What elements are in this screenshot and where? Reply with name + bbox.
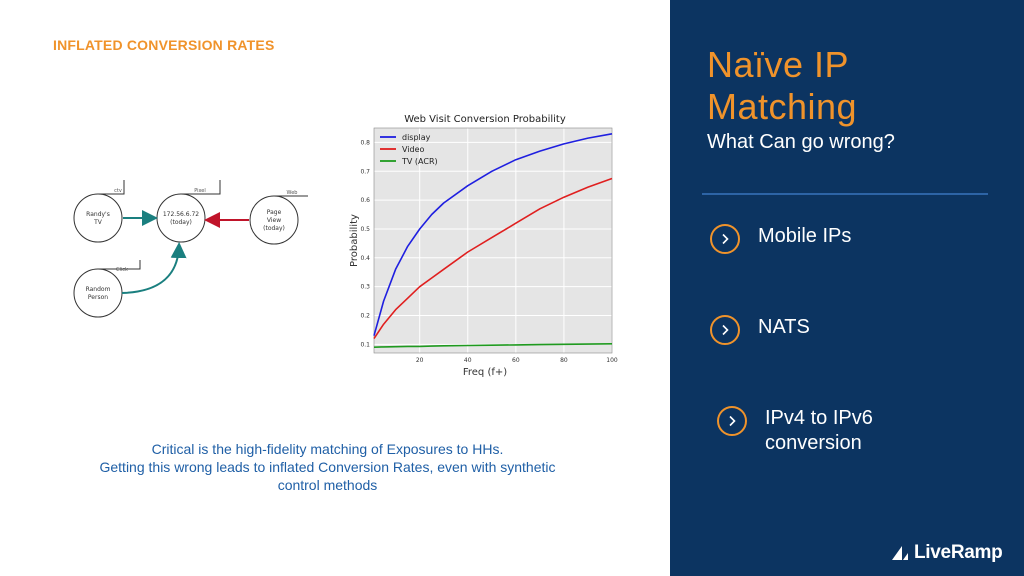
x-tick-label: 40: [464, 357, 472, 364]
node-label-line: TV: [93, 219, 103, 226]
y-axis-label: Probability: [349, 214, 360, 267]
panel-title-line: Matching: [707, 86, 858, 127]
diagram-svg: ctv Randy's TV Pixel 172.56.6.72 (today)…: [73, 180, 308, 318]
legend-label: display: [402, 133, 431, 142]
arrow-person-to-ip: [121, 242, 187, 294]
node-tag: Web: [287, 190, 298, 196]
node-label-line: Randy's: [86, 211, 110, 218]
content-area: INFLATED CONVERSION RATES ctv Randy's TV: [40, 37, 622, 494]
node-tag: Click: [116, 267, 128, 273]
node-label-line: (today): [170, 219, 192, 226]
panel-divider: [702, 193, 988, 195]
x-tick-label: 100: [606, 357, 618, 364]
x-axis-label: Freq (f+): [463, 367, 507, 378]
node-label-line: View: [267, 217, 281, 224]
series-line-display: [373, 133, 613, 336]
y-tick-label: 0.6: [360, 197, 370, 204]
sidebar-panel: Naïve IP Matching What Can go wrong? Mob…: [670, 0, 1024, 576]
series-line-tv-acr: [373, 343, 613, 348]
list-item-label-line: NATS: [758, 316, 810, 338]
node-label-line: (today): [263, 225, 285, 232]
list-item-label-line: IPv4 to IPv6: [765, 407, 873, 429]
y-tick-label: 0.8: [360, 139, 370, 146]
series-line-video: [373, 177, 613, 340]
ip-matching-diagram: ctv Randy's TV Pixel 172.56.6.72 (today)…: [60, 180, 330, 330]
x-tick-label: 60: [512, 357, 520, 364]
y-tick-label: 0.1: [360, 341, 370, 348]
node-label-line: Person: [88, 294, 108, 301]
y-tick-label: 0.3: [360, 284, 370, 291]
list-item-label-line: conversion: [765, 432, 862, 454]
x-tick-label: 80: [560, 357, 568, 364]
liveramp-logo: LiveRamp: [890, 542, 1003, 564]
node-tag: ctv: [114, 188, 122, 194]
y-tick-label: 0.2: [360, 313, 370, 320]
plot-frame: [373, 127, 613, 354]
y-tick-label: 0.5: [360, 226, 370, 233]
node-randys-tv: ctv Randy's TV: [73, 180, 125, 243]
conversion-probability-chart: 20 40 60 80 100 0.1 0.2 0.3 0.4 0.5 0.6 0.7 0.8 Web V…: [342, 110, 622, 382]
caption: Critical is the high-fidelity matching o…: [40, 440, 615, 494]
logo-text: LiveRamp: [914, 542, 1003, 563]
list-item-nats: NATS: [710, 315, 810, 345]
node-ip-address: Pixel 172.56.6.72 (today): [156, 180, 221, 243]
list-item-ipv4-ipv6: IPv4 to IPv6 conversion: [717, 406, 873, 456]
node-tag: Pixel: [194, 188, 206, 194]
node-label-line: 172.56.6.72: [163, 211, 199, 218]
list-item-mobile-ips: Mobile IPs: [710, 224, 851, 254]
chevron-right-icon: [710, 315, 740, 345]
legend-label: Video: [402, 145, 425, 154]
x-tick-label: 20: [416, 357, 424, 364]
list-item-label: NATS: [758, 315, 810, 340]
y-tick-label: 0.4: [360, 255, 370, 262]
caption-line: Critical is the high-fidelity matching o…: [151, 441, 504, 457]
chart-svg: 20 40 60 80 100 0.1 0.2 0.3 0.4 0.5 0.6 0.7 0.8 Web V…: [349, 114, 618, 378]
caption-line: control methods: [277, 477, 378, 493]
chart-title: Web Visit Conversion Probability: [404, 114, 566, 125]
liveramp-mark-icon: [892, 546, 908, 560]
list-item-label-line: Mobile IPs: [758, 225, 852, 247]
y-tick-label: 0.7: [360, 168, 370, 175]
node-random-person: Click Random Person: [73, 260, 141, 318]
panel-title-line: Naïve IP: [707, 44, 850, 85]
panel-subtitle: What Can go wrong?: [707, 131, 895, 153]
chevron-right-icon: [717, 406, 747, 436]
node-page-view: Web Page View (today): [249, 190, 308, 245]
panel-title: Naïve IP Matching: [707, 44, 857, 128]
chevron-right-icon: [710, 224, 740, 254]
legend-label: TV (ACR): [401, 157, 438, 166]
slide-heading: INFLATED CONVERSION RATES: [53, 37, 275, 53]
list-item-label: Mobile IPs: [758, 224, 851, 249]
list-item-label: IPv4 to IPv6 conversion: [765, 406, 873, 456]
node-label-line: Page: [267, 209, 282, 216]
caption-line: Getting this wrong leads to inflated Con…: [99, 459, 556, 475]
node-label-line: Random: [86, 286, 111, 293]
